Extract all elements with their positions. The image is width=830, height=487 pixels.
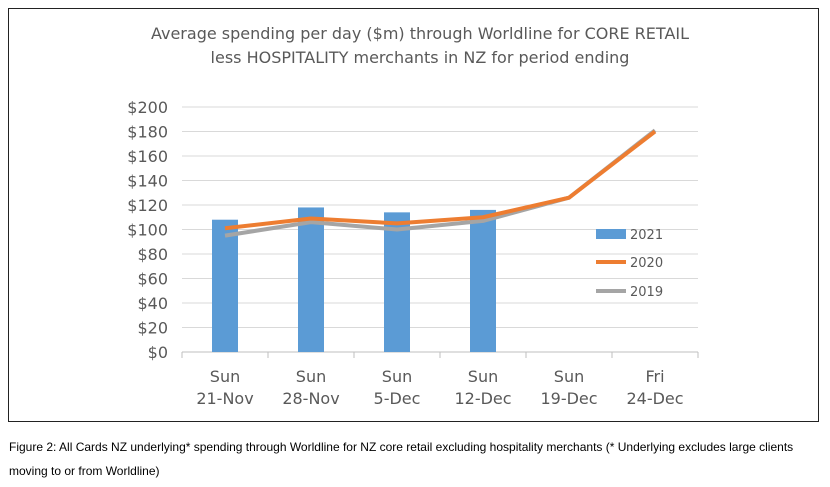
y-tick-label: $140 [127,172,168,191]
y-tick-label: $180 [127,123,168,142]
bar-2021 [212,219,238,352]
x-tick-label: 28-Nov [282,389,339,408]
x-tick-label: Fri [645,367,664,386]
y-tick-label: $40 [137,294,168,313]
y-tick-label: $100 [127,221,168,240]
x-tick-label: 12-Dec [454,389,511,408]
x-tick-label: 19-Dec [540,389,597,408]
chart: $0 $20 $40 $60 $80 $100 $120 $140 $160 $180 $200 Su… [127,98,699,408]
x-tick-label: Sun [554,367,584,386]
legend-swatch-2021 [596,229,626,239]
bar-2021 [470,209,496,352]
y-tick-label: $0 [148,343,168,362]
y-tick-label: $160 [127,147,168,166]
y-tick-label: $120 [127,196,168,215]
x-tick-label: 5-Dec [374,389,421,408]
x-tick-label: Sun [210,367,240,386]
bar-2021 [298,207,324,352]
legend-label: 2021 [630,228,663,243]
legend-label: 2020 [630,256,663,271]
y-tick-label: $80 [137,245,168,264]
legend-label: 2019 [630,285,663,300]
line-2020 [224,129,657,231]
x-tick-label: Sun [382,367,412,386]
x-tick-label: Sun [296,367,326,386]
x-tick-label: Sun [468,367,498,386]
y-tick-label: $20 [137,319,168,338]
y-tick-label: $60 [137,270,168,289]
y-tick-label: $200 [127,98,168,117]
bar-2021 [384,212,410,352]
x-tick-label: 21-Nov [196,389,253,408]
chart-title: Average spending per day ($m) through Wo… [150,24,690,67]
x-tick-label: 24-Dec [626,389,683,408]
chart-frame [8,8,819,422]
figure-caption: Figure 2: All Cards NZ underlying* spend… [9,440,794,478]
